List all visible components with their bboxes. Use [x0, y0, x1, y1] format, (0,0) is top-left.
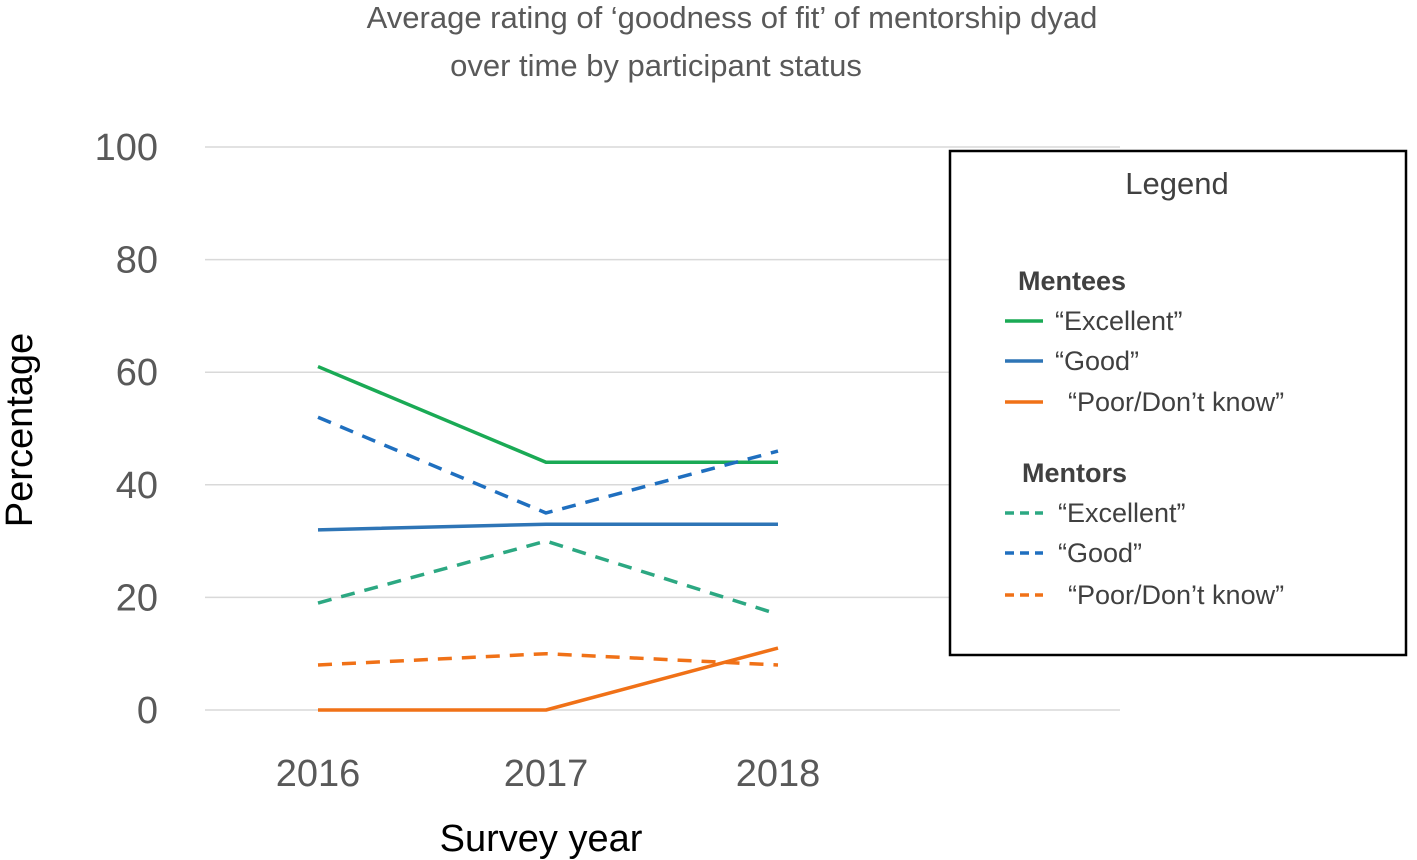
- chart-title: Average rating of ‘goodness of fit’ of m…: [367, 0, 1098, 83]
- legend-item-label: “Poor/Don’t know”: [1068, 580, 1284, 610]
- y-tick-label: 0: [137, 690, 158, 732]
- x-axis-label: Survey year: [440, 818, 643, 860]
- gridlines: [205, 146, 1120, 711]
- series-line-1: [317, 522, 778, 532]
- x-tick-label: 2016: [276, 753, 361, 795]
- legend-item-label: “Excellent”: [1058, 498, 1186, 528]
- y-tick-label: 100: [95, 127, 158, 169]
- chart-title-line-1: Average rating of ‘goodness of fit’ of m…: [367, 0, 1098, 35]
- series-lines: [317, 364, 779, 712]
- series-line-5: [317, 651, 779, 667]
- x-tick-label: 2018: [736, 753, 821, 795]
- x-axis-ticks: 2016 2017 2018: [276, 753, 821, 795]
- series-line-3: [317, 539, 779, 616]
- series-line-4: [317, 415, 779, 515]
- series-line-2: [318, 646, 779, 712]
- series-line-0: [317, 364, 778, 465]
- legend-group-mentees: Mentees: [1018, 266, 1126, 296]
- legend-box: [948, 149, 1408, 657]
- legend-item-label: “Good”: [1055, 346, 1139, 376]
- legend-item-label: “Excellent”: [1055, 306, 1183, 336]
- chart-title-line-2: over time by participant status: [450, 48, 862, 83]
- legend-item-label: “Good”: [1058, 538, 1142, 568]
- y-tick-label: 20: [116, 577, 158, 619]
- x-tick-label: 2017: [504, 753, 589, 795]
- legend-group-mentors: Mentors: [1022, 458, 1127, 488]
- legend-item-label: “Poor/Don’t know”: [1068, 387, 1284, 417]
- y-tick-label: 40: [116, 465, 158, 507]
- y-axis-ticks: 0 20 40 60 80 100: [95, 127, 158, 732]
- y-tick-label: 80: [116, 240, 158, 282]
- legend-title: Legend: [1125, 166, 1228, 201]
- legend: Legend Mentees “Excellent” “Good” “Poor/Don…: [948, 149, 1408, 657]
- y-axis-label: Percentage: [0, 333, 41, 527]
- y-tick-label: 60: [116, 352, 158, 394]
